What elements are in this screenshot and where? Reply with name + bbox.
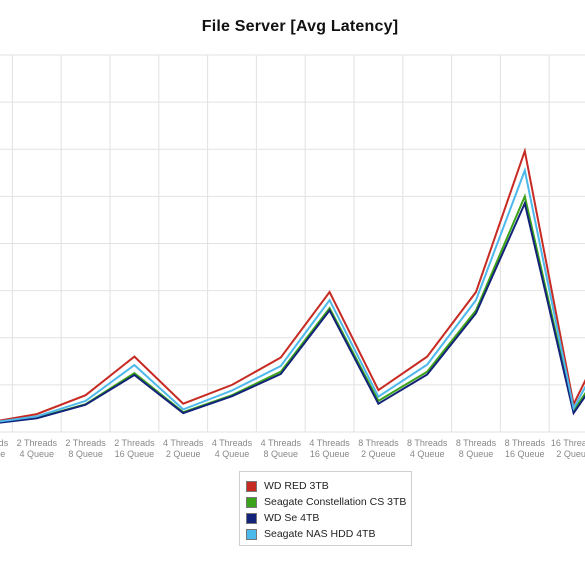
legend-swatch <box>246 496 257 508</box>
x-tick-label: 4 Threads 8 Queue <box>261 438 302 459</box>
x-tick-label: 2 Threads 16 Queue <box>114 438 155 459</box>
series-line-wd-red-3tb <box>0 147 585 422</box>
x-tick-label: 8 Threads 2 Queue <box>358 438 399 459</box>
x-tick-label: 4 Threads 2 Queue <box>163 438 204 459</box>
legend-swatch <box>246 528 257 540</box>
x-tick-label: 8 Threads 16 Queue <box>505 438 546 459</box>
legend-label: WD Se 4TB <box>264 512 320 524</box>
legend: WD RED 3TB Seagate Constellation CS 3TB WD… <box>239 471 412 546</box>
x-tick-label: 8 Threads 8 Queue <box>456 438 497 459</box>
legend-item: Seagate Constellation CS 3TB <box>246 494 411 510</box>
legend-label: Seagate NAS HDD 4TB <box>264 528 376 540</box>
x-tick-label: 2 Threads 4 Queue <box>17 438 58 459</box>
legend-swatch <box>246 480 257 492</box>
x-tick-label: 4 Threads 16 Queue <box>309 438 350 459</box>
x-tick-label: 2 Threads 8 Queue <box>65 438 106 459</box>
chart-title: File Server [Avg Latency] <box>201 18 399 35</box>
legend-item: WD RED 3TB <box>246 478 411 494</box>
x-tick-label: 8 Threads 4 Queue <box>407 438 448 459</box>
legend-swatch <box>246 512 257 524</box>
series-line-wd-se-4tb <box>0 200 585 424</box>
legend-label: Seagate Constellation CS 3TB <box>264 496 407 508</box>
series-line-seagate-nas-hdd-4tb <box>0 166 585 423</box>
legend-label: WD RED 3TB <box>264 480 329 492</box>
legend-item: WD Se 4TB <box>246 510 411 526</box>
legend-item: Seagate NAS HDD 4TB <box>246 526 411 542</box>
x-tick-label: 4 Threads 4 Queue <box>212 438 253 459</box>
